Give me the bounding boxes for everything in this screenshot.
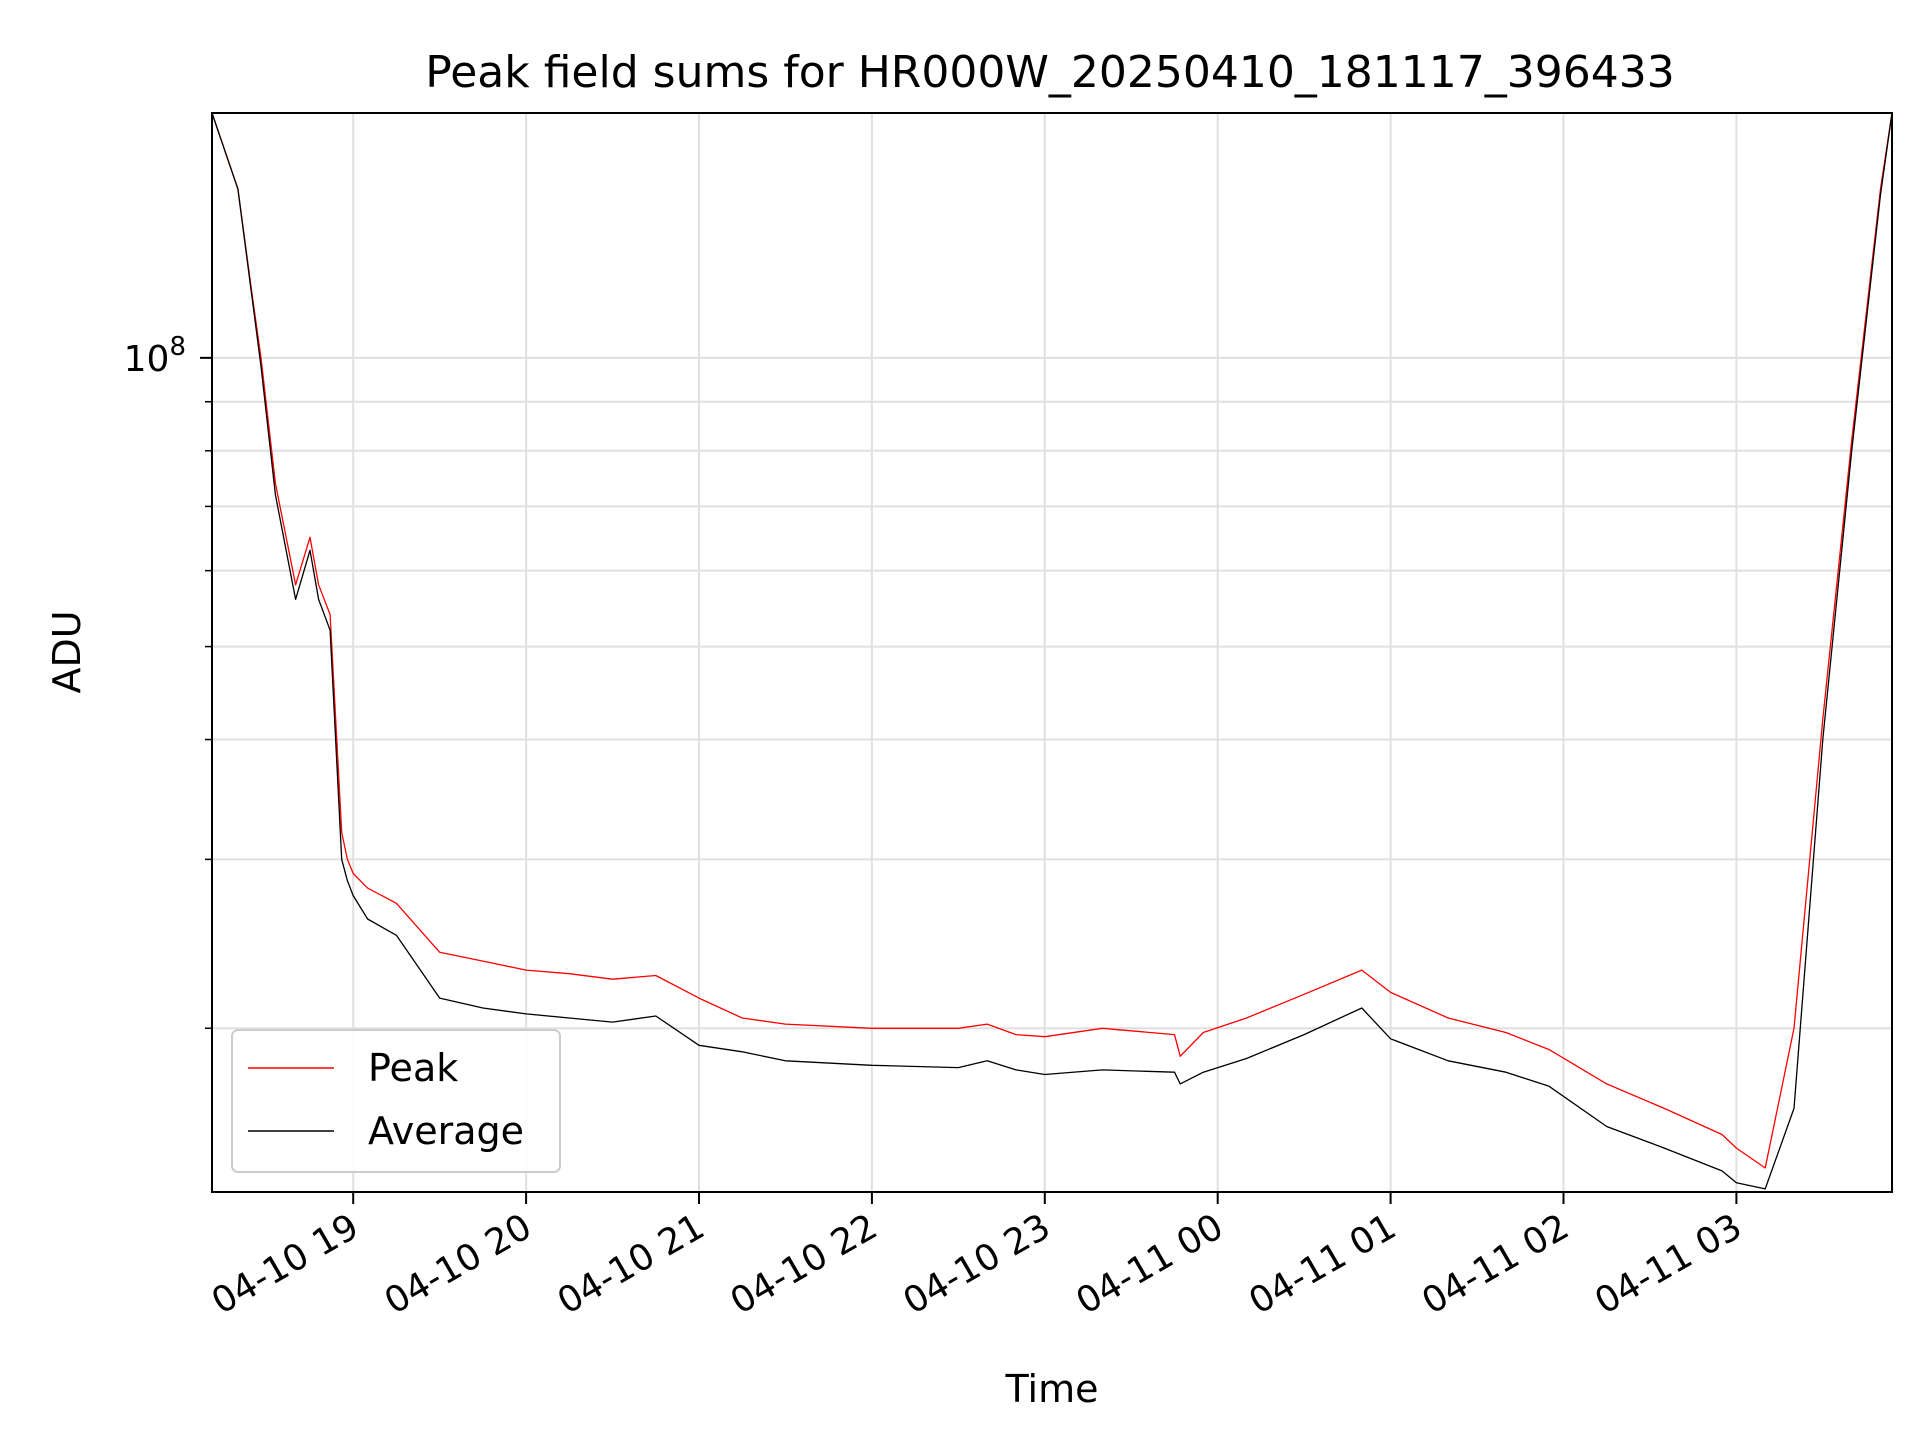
axes-background	[212, 113, 1892, 1192]
series-line-average	[211, 112, 1893, 1190]
y-tick-label: 108	[124, 332, 186, 380]
grid-lines	[212, 113, 1892, 1192]
series-group	[211, 112, 1893, 1190]
legend-box	[231, 1029, 561, 1173]
y-axis-label: ADU	[45, 610, 89, 693]
x-axis-label: Time	[1005, 1367, 1099, 1411]
axes-frame	[211, 112, 1893, 1193]
legend: Peak Average	[231, 1029, 561, 1173]
y-axis: 108	[124, 332, 212, 1030]
legend-label-average: Average	[368, 1109, 524, 1153]
series-line-peak	[211, 112, 1893, 1169]
chart-title: Peak field sums for HR000W_20250410_1811…	[425, 47, 1675, 98]
legend-label-peak: Peak	[368, 1046, 458, 1090]
